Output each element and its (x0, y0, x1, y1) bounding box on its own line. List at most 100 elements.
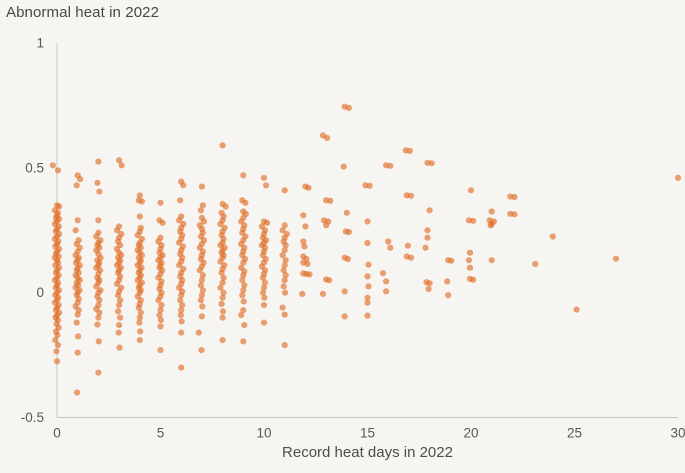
data-point (448, 257, 455, 264)
data-point (53, 348, 60, 355)
data-point (179, 302, 186, 309)
x-tick-label: 25 (567, 426, 582, 441)
data-point (261, 294, 268, 301)
data-point (345, 228, 352, 236)
data-point (180, 182, 187, 189)
x-tick-label: 10 (256, 426, 271, 441)
data-point (95, 314, 102, 321)
data-point (113, 227, 121, 234)
data-point (159, 219, 166, 226)
data-point (198, 183, 205, 190)
data-point (134, 232, 141, 239)
data-point (74, 349, 81, 356)
data-point (219, 314, 226, 321)
data-point (279, 227, 286, 234)
data-point (136, 213, 143, 220)
x-tick-label: 30 (670, 426, 685, 441)
data-point (674, 174, 682, 181)
data-point (260, 302, 268, 309)
data-point (198, 292, 205, 299)
data-point (279, 252, 286, 259)
data-point (364, 294, 371, 301)
data-point (300, 212, 307, 219)
data-point (217, 284, 224, 291)
data-point (117, 297, 124, 304)
data-point (424, 227, 431, 234)
data-point (240, 259, 247, 266)
data-point (96, 309, 103, 316)
data-point (138, 198, 145, 205)
data-point (218, 269, 225, 276)
data-point (74, 217, 81, 224)
data-point (242, 199, 249, 206)
data-point (219, 294, 226, 301)
data-point (241, 282, 248, 289)
data-point (364, 299, 371, 306)
data-point (94, 179, 101, 186)
data-point (445, 292, 452, 299)
data-point (218, 300, 225, 307)
data-point (178, 329, 185, 336)
data-point (95, 338, 102, 345)
data-point (197, 297, 204, 304)
data-point (177, 312, 184, 319)
data-point (511, 193, 518, 201)
data-point (219, 279, 226, 286)
data-point (281, 222, 288, 229)
data-point (306, 271, 313, 278)
x-tick-label: 5 (157, 426, 165, 441)
data-point (241, 322, 248, 329)
data-point (137, 328, 144, 335)
data-point (77, 176, 84, 183)
data-point (326, 277, 333, 284)
data-point (197, 207, 204, 214)
data-point (157, 317, 164, 324)
data-point (573, 306, 580, 313)
data-point (301, 243, 308, 250)
data-point (54, 332, 61, 339)
data-point (240, 298, 247, 305)
data-point (487, 222, 494, 229)
data-point (96, 297, 103, 304)
data-point (178, 292, 185, 299)
data-point (136, 314, 143, 321)
data-point (240, 338, 247, 345)
data-point (387, 244, 394, 251)
data-point (176, 217, 183, 224)
data-point (217, 220, 224, 228)
data-point (327, 197, 334, 204)
data-point (178, 307, 185, 314)
data-point (155, 297, 162, 304)
data-point (73, 319, 80, 326)
data-point (279, 304, 286, 311)
data-point (425, 285, 432, 292)
data-point (137, 309, 144, 316)
data-point (343, 209, 350, 216)
x-axis-title: Record heat days in 2022 (282, 444, 453, 461)
data-point (488, 257, 495, 264)
data-point (260, 174, 268, 181)
data-point (426, 280, 433, 287)
data-point (340, 163, 347, 170)
data-point (424, 234, 431, 241)
data-point (156, 312, 163, 319)
data-point (282, 289, 289, 296)
data-point (157, 307, 164, 314)
data-point (219, 308, 227, 315)
data-point (387, 162, 394, 169)
data-point (52, 337, 59, 344)
x-tick-label: 15 (360, 426, 375, 441)
data-point (280, 283, 287, 290)
data-point (198, 313, 205, 320)
data-point (176, 262, 183, 269)
data-point (263, 182, 270, 189)
data-point (428, 160, 435, 167)
data-point (222, 203, 229, 210)
data-point (280, 267, 287, 274)
data-point (364, 239, 371, 247)
data-point (113, 280, 121, 287)
data-point (93, 233, 100, 240)
x-tick-label: 0 (53, 426, 61, 441)
data-point (54, 167, 62, 174)
